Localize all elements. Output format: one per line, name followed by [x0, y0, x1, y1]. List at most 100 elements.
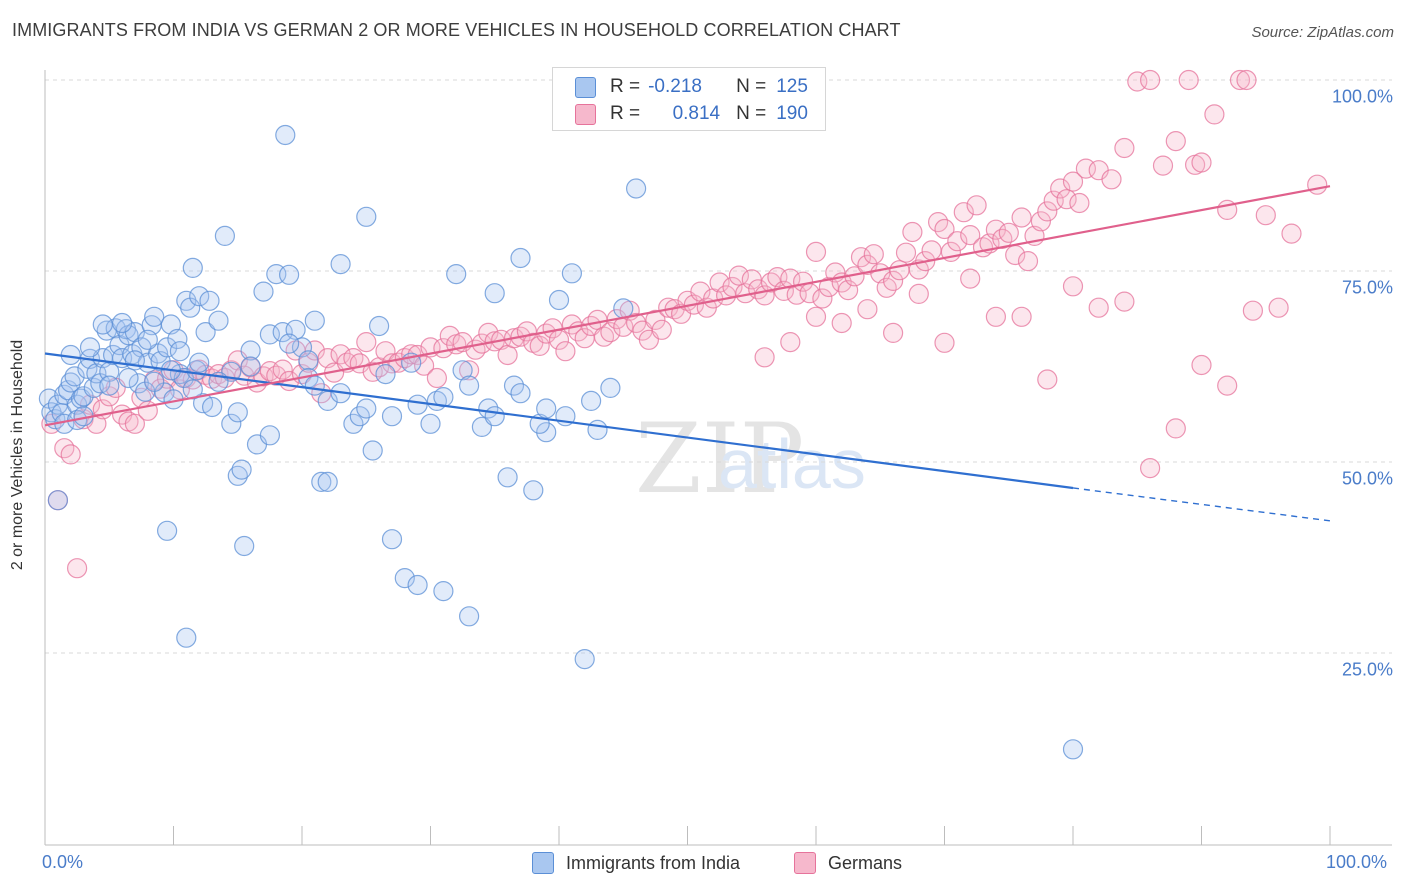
data-point: [1268, 297, 1289, 318]
data-point: [1281, 223, 1302, 244]
data-point: [921, 240, 942, 261]
data-point: [1242, 300, 1264, 321]
data-point: [253, 281, 274, 302]
data-point: [728, 265, 750, 286]
data-point: [947, 231, 968, 252]
data-point: [1101, 169, 1122, 190]
correlation-legend: R = -0.218 N = 125 R = 0.814 N = 190: [552, 67, 826, 131]
data-point: [1191, 354, 1212, 376]
data-point: [805, 306, 827, 327]
data-point: [600, 377, 621, 398]
data-point: [105, 318, 126, 339]
data-point: [1114, 291, 1135, 312]
data-point: [1062, 171, 1084, 192]
data-point: [1191, 152, 1212, 173]
data-point: [1037, 369, 1058, 390]
data-point: [529, 335, 550, 356]
data-point: [420, 413, 441, 434]
data-point: [157, 337, 178, 358]
data-point: [651, 319, 672, 340]
india-trend-line: [44, 352, 1074, 490]
data-point: [182, 257, 203, 278]
data-point: [169, 341, 190, 362]
legend-n-value: 190: [776, 103, 808, 124]
data-point: [79, 337, 101, 358]
data-point: [452, 360, 473, 381]
data-point: [1165, 131, 1186, 152]
data-point: [317, 471, 338, 492]
data-point: [1114, 137, 1135, 159]
data-point: [459, 606, 480, 627]
legend-n-value: 125: [776, 76, 808, 97]
data-point: [60, 444, 81, 465]
data-point: [1062, 739, 1084, 760]
data-point: [202, 396, 223, 418]
data-point: [189, 286, 210, 307]
data-point: [555, 341, 576, 362]
data-point: [407, 394, 428, 415]
data-point: [497, 344, 518, 366]
data-point: [375, 341, 396, 362]
legend-r-value: -0.218: [648, 76, 702, 97]
data-point: [1255, 205, 1276, 226]
data-point: [561, 263, 583, 284]
data-point: [381, 406, 403, 427]
y-tick-label: 25.0%: [1341, 659, 1393, 680]
germans-trend-line: [44, 185, 1331, 427]
legend-swatch-india: [575, 76, 596, 98]
data-point: [1011, 306, 1032, 327]
data-point: [381, 529, 403, 550]
data-point: [645, 309, 666, 330]
legend-swatch-germans: [575, 103, 596, 125]
data-point: [895, 242, 917, 263]
data-point: [908, 283, 929, 304]
data-point: [510, 247, 531, 269]
data-point: [1069, 192, 1090, 214]
data-point: [240, 356, 261, 377]
data-point: [47, 490, 69, 511]
data-point: [934, 218, 955, 240]
data-point: [304, 375, 325, 396]
data-point: [231, 459, 252, 480]
data-point: [459, 360, 480, 381]
data-point: [1011, 207, 1032, 228]
legend-n-label: N =: [736, 103, 767, 124]
data-point: [64, 366, 85, 387]
data-point: [1152, 155, 1174, 176]
y-tick-label: 100.0%: [1331, 86, 1393, 107]
data-point: [484, 283, 505, 304]
x-tick-label: 100.0%: [1326, 852, 1388, 872]
data-point: [1217, 375, 1238, 396]
data-point: [221, 413, 242, 434]
data-point: [613, 298, 634, 319]
data-point: [1043, 190, 1064, 211]
legend-swatch-germans: [794, 852, 816, 874]
data-point: [144, 371, 165, 392]
data-point: [394, 567, 415, 589]
data-point: [240, 340, 261, 361]
data-point: [433, 580, 454, 602]
legend-item-germans: Germans: [794, 852, 902, 874]
data-point: [259, 425, 280, 446]
data-point: [741, 269, 762, 290]
data-point: [426, 367, 447, 389]
data-point: [369, 315, 390, 337]
data-point: [1037, 201, 1058, 222]
data-point: [291, 337, 313, 358]
data-point: [199, 290, 220, 311]
legend-r-label: R =: [610, 103, 641, 124]
data-point: [953, 202, 974, 223]
legend-row-germans: R = 0.814 N = 190: [575, 103, 808, 125]
legend-row-india: R = -0.218 N = 125: [575, 76, 808, 98]
data-point: [1056, 189, 1077, 210]
india-points: [38, 124, 1084, 760]
axes: [44, 70, 1392, 846]
legend-n-label: N =: [736, 76, 767, 97]
data-point: [484, 406, 505, 427]
y-tick-label: 75.0%: [1341, 277, 1393, 298]
watermark-atlas: atlas: [718, 425, 866, 503]
data-point: [330, 254, 351, 275]
data-point: [1229, 69, 1251, 91]
data-point: [259, 324, 280, 345]
data-point: [1017, 251, 1039, 272]
